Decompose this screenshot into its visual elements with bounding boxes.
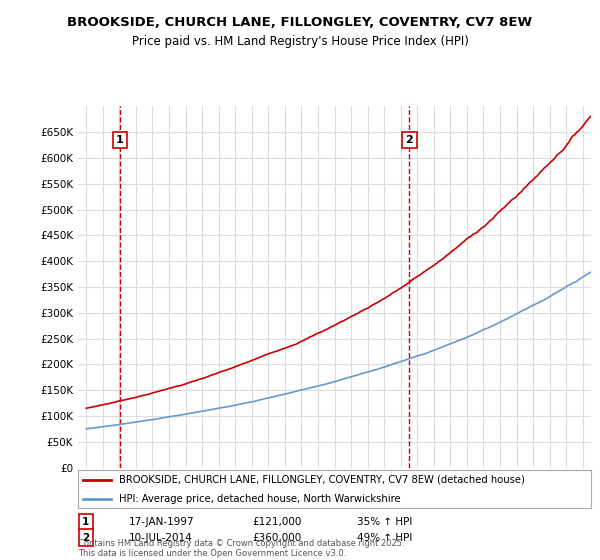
Text: BROOKSIDE, CHURCH LANE, FILLONGLEY, COVENTRY, CV7 8EW (detached house): BROOKSIDE, CHURCH LANE, FILLONGLEY, COVE… <box>119 475 525 485</box>
Text: £360,000: £360,000 <box>252 533 301 543</box>
Text: 2: 2 <box>406 135 413 145</box>
Text: 1: 1 <box>82 517 89 527</box>
Text: 49% ↑ HPI: 49% ↑ HPI <box>357 533 412 543</box>
Text: Price paid vs. HM Land Registry's House Price Index (HPI): Price paid vs. HM Land Registry's House … <box>131 35 469 48</box>
Text: 17-JAN-1997: 17-JAN-1997 <box>129 517 194 527</box>
Text: BROOKSIDE, CHURCH LANE, FILLONGLEY, COVENTRY, CV7 8EW: BROOKSIDE, CHURCH LANE, FILLONGLEY, COVE… <box>67 16 533 29</box>
Text: £121,000: £121,000 <box>252 517 301 527</box>
Text: HPI: Average price, detached house, North Warwickshire: HPI: Average price, detached house, Nort… <box>119 494 401 504</box>
Text: 35% ↑ HPI: 35% ↑ HPI <box>357 517 412 527</box>
Text: 2: 2 <box>82 533 89 543</box>
Text: 1: 1 <box>116 135 124 145</box>
Text: 10-JUL-2014: 10-JUL-2014 <box>129 533 193 543</box>
Text: Contains HM Land Registry data © Crown copyright and database right 2025.
This d: Contains HM Land Registry data © Crown c… <box>78 539 404 558</box>
